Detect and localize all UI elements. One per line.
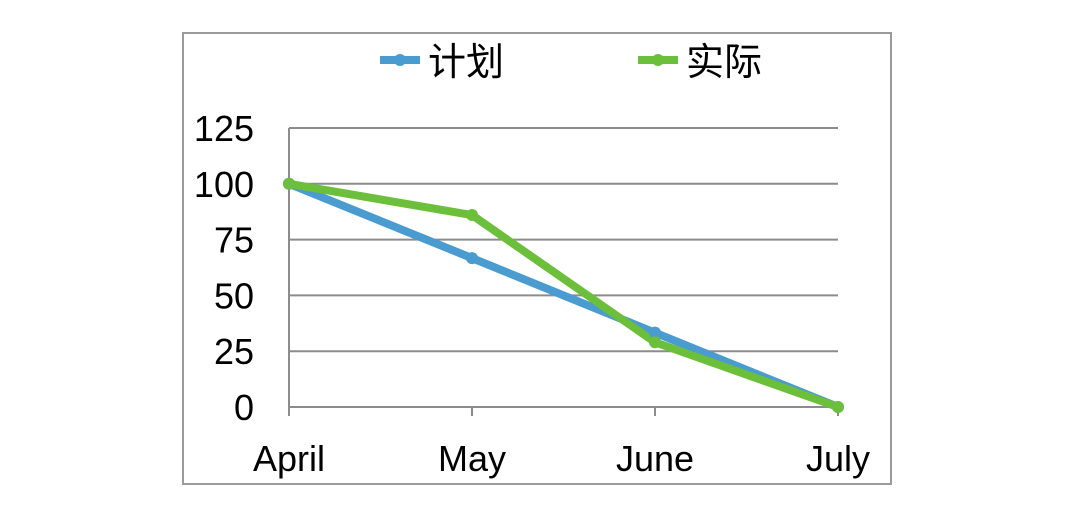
legend-label-series-1: 计划 [428, 42, 504, 84]
series-line-1 [285, 179, 842, 411]
x-tick-label-3: July [806, 438, 870, 479]
legend-marker-series-1 [394, 54, 406, 66]
y-tick-label-4: 100 [194, 164, 254, 205]
series-2-point-2 [649, 336, 661, 349]
series-1-point-1 [466, 252, 478, 265]
y-tick-label-3: 75 [214, 220, 254, 261]
legend-item-series-2: 实际 [638, 42, 762, 84]
legend-marker-series-2 [652, 54, 664, 66]
series-points [283, 177, 844, 413]
legend-item-series-1: 计划 [380, 42, 504, 84]
x-tick-label-1: May [438, 438, 506, 479]
gridlines [289, 127, 838, 353]
series-1-point-2 [649, 326, 661, 339]
series-2-point-0 [283, 177, 295, 190]
y-tick-label-2: 50 [214, 275, 254, 316]
x-tick-label-0: April [253, 438, 325, 479]
series-line-2 [285, 179, 842, 411]
series-2-point-1 [466, 209, 478, 222]
legend-label-series-2: 实际 [686, 42, 762, 84]
y-tick-labels: 0 25 50 75 100 125 [194, 108, 254, 428]
series-lines [285, 179, 842, 411]
y-tick-label-5: 125 [194, 108, 254, 149]
y-tick-label-0: 0 [234, 387, 254, 428]
x-tick-labels: April May June July [253, 438, 870, 479]
y-tick-label-1: 25 [214, 331, 254, 372]
legend: 计划 实际 [380, 42, 762, 84]
series-2-point-3 [832, 401, 844, 413]
x-tick-label-2: June [616, 438, 694, 479]
